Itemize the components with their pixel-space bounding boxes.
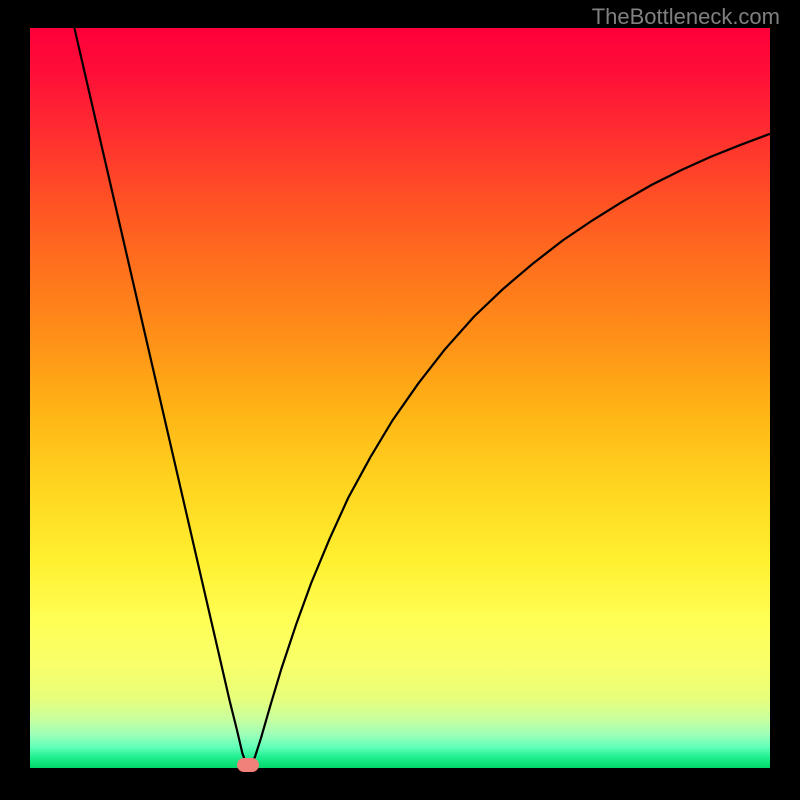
bottleneck-chart xyxy=(30,28,770,768)
bottleneck-curve xyxy=(30,28,770,768)
minimum-marker xyxy=(237,758,259,772)
watermark-text: TheBottleneck.com xyxy=(592,4,780,30)
